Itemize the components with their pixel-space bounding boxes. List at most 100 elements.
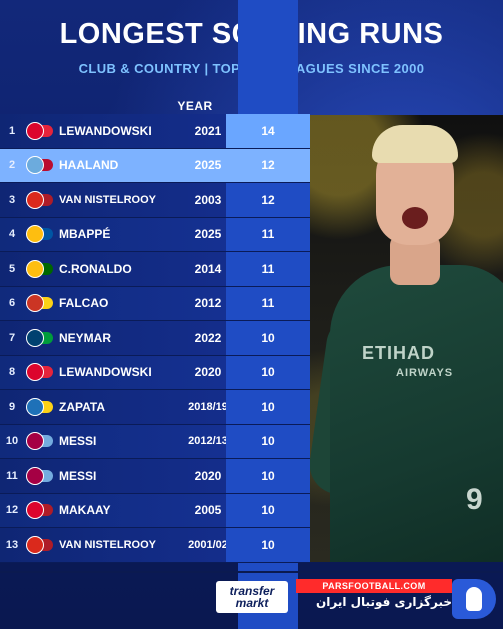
- table-row: 8 LEWANDOWSKI 2020 10: [0, 355, 310, 390]
- club-country-badge-icon: [26, 501, 53, 520]
- row-year: 2022: [194, 330, 222, 345]
- player-name: MESSI: [59, 468, 97, 483]
- player-name: FALCAO: [59, 296, 109, 311]
- row-rank: 6: [8, 297, 16, 310]
- row-year: 2005: [194, 503, 222, 518]
- row-games: 11: [226, 217, 310, 251]
- row-games: 12: [226, 183, 310, 217]
- row-year: 2012/13: [188, 435, 228, 448]
- row-year: 2003: [194, 192, 222, 207]
- player-name: MAKAAY: [59, 503, 111, 518]
- table-row: 1 LEWANDOWSKI 2021 14: [0, 114, 310, 149]
- row-rank: 10: [5, 435, 19, 448]
- player-name: ZAPATA: [59, 399, 105, 414]
- club-crest-icon: [26, 294, 44, 313]
- source-url: PARSFOOTBALL.COM: [296, 579, 452, 593]
- shirt-number: 9: [466, 483, 483, 516]
- row-games: 10: [226, 459, 310, 493]
- row-year: 2020: [194, 365, 222, 380]
- club-crest-icon: [26, 190, 44, 209]
- club-crest-icon: [26, 156, 44, 175]
- table-row: 12 MAKAAY 2005 10: [0, 493, 310, 528]
- club-country-badge-icon: [26, 397, 53, 416]
- club-crest-icon: [26, 121, 44, 140]
- table-row: 11 MESSI 2020 10: [0, 459, 310, 494]
- club-crest-icon: [26, 225, 44, 244]
- scoring-runs-table: 1 LEWANDOWSKI 2021 14 2 HAALAND 2025 12 3 VAN NIS…: [0, 114, 310, 563]
- player-photo: ETIHAD AIRWAYS 9: [310, 115, 503, 562]
- player-mouth: [402, 207, 428, 229]
- row-year: 2014: [194, 261, 222, 276]
- club-country-badge-icon: [26, 294, 53, 313]
- table-row: 10 MESSI 2012/13 10: [0, 424, 310, 459]
- table-row: 2 HAALAND 2025 12: [0, 148, 310, 183]
- player-name: VAN NISTELROOY: [59, 193, 156, 206]
- row-games: 10: [226, 390, 310, 424]
- footer-divider: [0, 571, 503, 573]
- row-year: 2025: [194, 158, 222, 173]
- row-year: 2012: [194, 296, 222, 311]
- row-year: 2001/02: [188, 538, 228, 551]
- club-crest-icon: [26, 501, 44, 520]
- player-name: MBAPPÉ: [59, 227, 111, 242]
- row-rank: 11: [6, 469, 18, 482]
- row-rank: 2: [8, 159, 16, 172]
- club-country-badge-icon: [26, 535, 53, 554]
- source-name: خبرگزاری فوتبال ایران: [316, 595, 452, 609]
- club-crest-icon: [26, 535, 44, 554]
- club-country-badge-icon: [26, 225, 53, 244]
- row-games: 10: [226, 355, 310, 389]
- row-year: 2018/19: [188, 400, 228, 413]
- parsfootball-logo-icon: [452, 579, 496, 619]
- shirt-sponsor: ETIHAD: [362, 343, 435, 363]
- transfermarkt-logo-line2: markt: [235, 596, 269, 610]
- club-country-badge-icon: [26, 328, 53, 347]
- table-row: 9 ZAPATA 2018/19 10: [0, 390, 310, 425]
- row-games: 10: [226, 424, 310, 458]
- row-games: 10: [226, 321, 310, 355]
- table-row: 5 C.RONALDO 2014 11: [0, 252, 310, 287]
- row-rank: 1: [8, 124, 16, 137]
- player-name: C.RONALDO: [59, 261, 132, 276]
- row-rank: 5: [8, 262, 16, 275]
- club-country-badge-icon: [26, 156, 53, 175]
- player-hair: [372, 125, 458, 163]
- table-row: 13 VAN NISTELROOY 2001/02 10: [0, 528, 310, 563]
- player-name: NEYMAR: [59, 330, 112, 345]
- player-name: HAALAND: [59, 158, 119, 173]
- table-row: 7 NEYMAR 2022 10: [0, 321, 310, 356]
- row-games: 10: [226, 528, 310, 562]
- row-rank: 4: [8, 228, 16, 241]
- club-country-badge-icon: [26, 121, 53, 140]
- row-rank: 9: [8, 400, 16, 413]
- row-games: 14: [226, 114, 310, 148]
- table-row: 6 FALCAO 2012 11: [0, 286, 310, 321]
- club-crest-icon: [26, 363, 44, 382]
- row-games: 11: [226, 252, 310, 286]
- club-country-badge-icon: [26, 466, 53, 485]
- column-header-year: YEAR: [177, 99, 213, 113]
- row-games: 10: [226, 493, 310, 527]
- transfermarkt-logo-line1: transfer: [229, 584, 275, 598]
- club-crest-icon: [26, 466, 44, 485]
- club-crest-icon: [26, 328, 44, 347]
- row-rank: 8: [8, 366, 16, 379]
- row-rank: 7: [8, 331, 16, 344]
- row-games: 11: [226, 286, 310, 320]
- row-games: 12: [226, 148, 310, 182]
- club-crest-icon: [26, 397, 44, 416]
- row-rank: 13: [5, 538, 19, 551]
- player-shirt: [330, 265, 503, 562]
- player-name: VAN NISTELROOY: [59, 538, 156, 551]
- row-year: 2025: [194, 227, 222, 242]
- row-year: 2020: [194, 468, 222, 483]
- club-crest-icon: [26, 259, 44, 278]
- club-country-badge-icon: [26, 259, 53, 278]
- table-row: 4 MBAPPÉ 2025 11: [0, 217, 310, 252]
- player-name: MESSI: [59, 434, 97, 449]
- row-rank: 3: [8, 193, 16, 206]
- table-row: 3 VAN NISTELROOY 2003 12: [0, 183, 310, 218]
- row-rank: 12: [5, 504, 19, 517]
- shirt-sponsor-sub: AIRWAYS: [396, 367, 454, 379]
- transfermarkt-logo: transfer markt: [216, 581, 288, 613]
